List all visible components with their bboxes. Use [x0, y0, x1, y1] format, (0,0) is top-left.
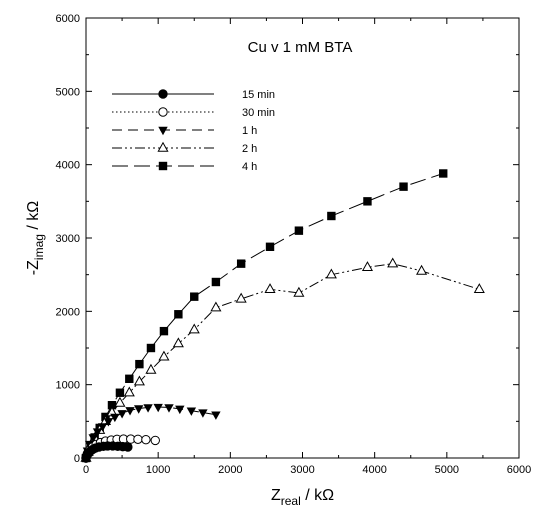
data-point: [133, 375, 145, 386]
data-point: [123, 442, 133, 452]
chart-marks: 0 1000 2000 3000 4000 5000 6000 0 1000 2000 3000 40…: [25, 13, 531, 508]
y-tick-label: 0: [74, 453, 80, 465]
data-point: [125, 407, 135, 416]
y-axis-title-sub: imag: [32, 234, 46, 260]
data-point: [153, 403, 163, 413]
data-point: [473, 283, 485, 294]
data-point: [235, 292, 247, 303]
data-point: [327, 211, 336, 221]
y-axis-title-unit: / kΩ: [25, 201, 42, 234]
data-point: [164, 404, 174, 413]
x-tick-label: 0: [83, 464, 89, 476]
legend-label: 2 h: [242, 143, 257, 155]
data-point: [117, 410, 127, 419]
series-15-min: [81, 441, 133, 463]
series-line: [85, 172, 444, 459]
data-point: [114, 396, 126, 407]
data-point: [174, 310, 183, 319]
chart-title: Cu v 1 mM BTA: [248, 39, 353, 56]
data-point: [159, 326, 169, 336]
data-point: [135, 359, 144, 369]
data-point: [103, 418, 114, 427]
y-tick-label: 5000: [56, 86, 80, 98]
legend-label: 30 min: [242, 107, 275, 119]
series-2-h: [80, 257, 485, 462]
data-point: [97, 423, 108, 432]
y-tick-label: 2000: [56, 306, 80, 318]
data-point: [145, 363, 157, 374]
data-point: [439, 169, 448, 178]
data-point: [158, 89, 168, 99]
data-point: [325, 268, 337, 279]
y-tick-label: 1000: [56, 380, 80, 392]
x-axis-title: Zreal / kΩ: [271, 487, 334, 508]
data-point: [133, 405, 144, 414]
data-point: [92, 428, 103, 437]
data-point: [186, 407, 197, 416]
data-point: [236, 259, 246, 268]
y-axis-title-main: -Z: [25, 260, 42, 275]
data-point: [125, 374, 134, 383]
data-point: [158, 107, 168, 117]
data-point: [107, 401, 117, 410]
legend-label: 15 min: [242, 89, 275, 101]
data-point: [158, 126, 168, 136]
data-point: [146, 343, 156, 353]
data-point: [211, 277, 221, 287]
data-point: [387, 257, 399, 268]
series-line: [85, 263, 480, 459]
y-axis-title-group: -Zimag / kΩ: [25, 201, 46, 275]
data-point: [210, 301, 222, 312]
data-point: [361, 261, 374, 272]
x-tick-label: 3000: [290, 464, 314, 476]
data-point: [133, 434, 143, 444]
legend-label: 4 h: [242, 161, 257, 173]
x-axis-title-main: Z: [271, 487, 281, 504]
data-point: [110, 413, 120, 423]
data-point: [115, 388, 125, 397]
data-point: [399, 182, 408, 191]
y-axis-title: -Zimag / kΩ: [25, 201, 46, 275]
data-point: [150, 435, 160, 446]
data-point: [88, 434, 98, 443]
y-tick-label: 4000: [56, 160, 80, 172]
data-point: [175, 405, 185, 415]
data-point: [157, 141, 169, 152]
x-tick-label: 5000: [435, 464, 459, 476]
series-4-h: [81, 169, 448, 463]
data-point: [143, 404, 153, 413]
legend: 15 min 30 min 1 h 2 h 4 h: [112, 89, 275, 173]
data-point: [416, 264, 428, 275]
data-point: [198, 409, 208, 418]
x-tick-label: 1000: [146, 464, 170, 476]
data-point: [363, 197, 372, 206]
data-point: [264, 283, 276, 294]
data-point: [158, 161, 168, 171]
data-point: [158, 350, 170, 361]
data-point: [265, 242, 275, 251]
x-tick-label: 6000: [507, 464, 531, 476]
x-tick-label: 2000: [218, 464, 242, 476]
legend-label: 1 h: [242, 125, 257, 137]
data-point: [294, 226, 304, 235]
x-axis-title-unit: / kΩ: [301, 487, 334, 504]
x-tick-label: 4000: [362, 464, 386, 476]
y-tick-label: 3000: [56, 233, 80, 245]
data-point: [188, 323, 200, 334]
data-point: [172, 337, 184, 348]
y-tick-label: 6000: [56, 13, 80, 25]
plot-frame: [85, 17, 520, 459]
data-point: [123, 386, 135, 397]
data-point: [141, 434, 151, 445]
data-point: [293, 286, 305, 297]
data-point: [211, 411, 221, 420]
data-point: [190, 292, 199, 301]
x-axis-title-sub: real: [281, 494, 301, 508]
